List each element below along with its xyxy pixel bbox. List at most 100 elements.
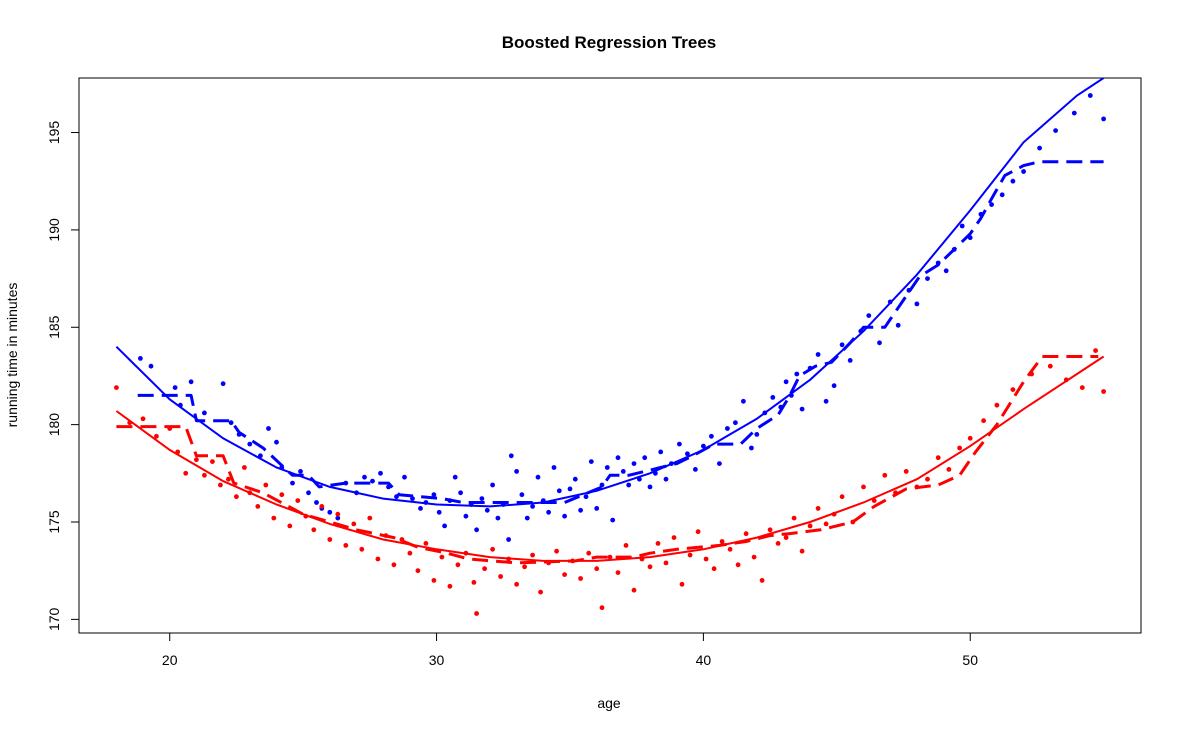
data-point [551,465,557,470]
data-point [490,482,495,488]
data-point [663,560,669,566]
data-point [914,301,920,307]
data-point [709,433,714,439]
data-point [319,504,325,509]
data-point [994,402,1000,408]
data-point [586,550,592,556]
data-point [823,521,829,527]
data-point [925,276,930,281]
data-point [588,459,594,464]
data-point [556,488,562,494]
data-point [695,529,701,535]
data-point [578,507,583,513]
data-point [431,578,437,583]
data-point [479,496,485,501]
x-tick-label: 20 [162,652,178,668]
data-point [367,515,373,521]
data-point [775,541,781,546]
data-point [770,395,776,400]
data-point [1087,93,1093,98]
data-point [484,507,490,513]
data-point [562,513,567,519]
data-point [290,480,295,486]
data-point [794,371,800,377]
data-point [743,531,749,537]
data-point [263,482,269,488]
y-axis-label: running time in minutes [4,283,20,428]
data-point [693,467,698,472]
data-point [620,469,626,474]
data-point [943,268,949,274]
data-point [671,535,677,540]
data-point [1010,178,1016,184]
data-point [882,472,888,478]
data-point [266,426,271,431]
data-point [226,476,231,482]
data-point [1093,348,1098,353]
data-point [242,465,247,470]
data-point [391,562,397,568]
data-point [370,478,375,484]
data-point [799,406,805,412]
data-point [410,496,415,501]
data-point [378,470,383,476]
data-point [524,515,530,521]
data-point [234,494,239,500]
x-axis-label: age [597,695,621,711]
data-point [1079,385,1085,390]
data-point [154,433,159,439]
series-layer [114,78,1106,616]
x-tick-label: 50 [962,652,978,668]
data-point [719,539,725,544]
data-point [1047,363,1053,369]
data-point [946,467,952,472]
data-point [815,506,821,511]
data-point [471,580,477,585]
data-point [463,513,469,519]
data-point [861,484,866,490]
data-point [287,523,293,529]
fitted-line [137,160,1104,504]
data-point [306,490,311,496]
data-point [959,223,965,229]
data-point [1071,110,1077,116]
data-point [727,546,733,552]
data-point [655,541,661,546]
data-point [999,192,1005,198]
data-point [1010,387,1016,392]
data-point [733,420,738,426]
data-point [594,506,600,511]
data-point [658,449,664,455]
data-point [626,482,632,488]
data-point [335,515,341,521]
data-point [604,465,610,470]
data-point [490,546,495,552]
data-point [439,554,445,560]
data-point [754,432,760,437]
data-point [452,474,458,480]
plot-frame [78,77,1142,634]
x-axis: 20 30 40 50 [162,632,978,668]
data-point [831,383,837,389]
series-1 [115,78,1106,542]
data-point [877,340,882,346]
data-point [436,509,442,515]
data-point [807,523,813,529]
data-point [138,356,143,361]
data-point [148,363,154,369]
data-point [546,509,551,515]
data-point [767,527,773,533]
data-point [759,578,765,583]
data-point [1101,116,1106,122]
data-point [642,455,648,461]
data-point [815,352,821,357]
data-point [572,476,578,482]
data-point [455,562,461,568]
data-point [903,469,909,474]
data-point [210,459,215,464]
data-point [567,486,573,492]
data-point [114,385,119,390]
data-point [506,537,511,542]
data-point [839,342,845,348]
